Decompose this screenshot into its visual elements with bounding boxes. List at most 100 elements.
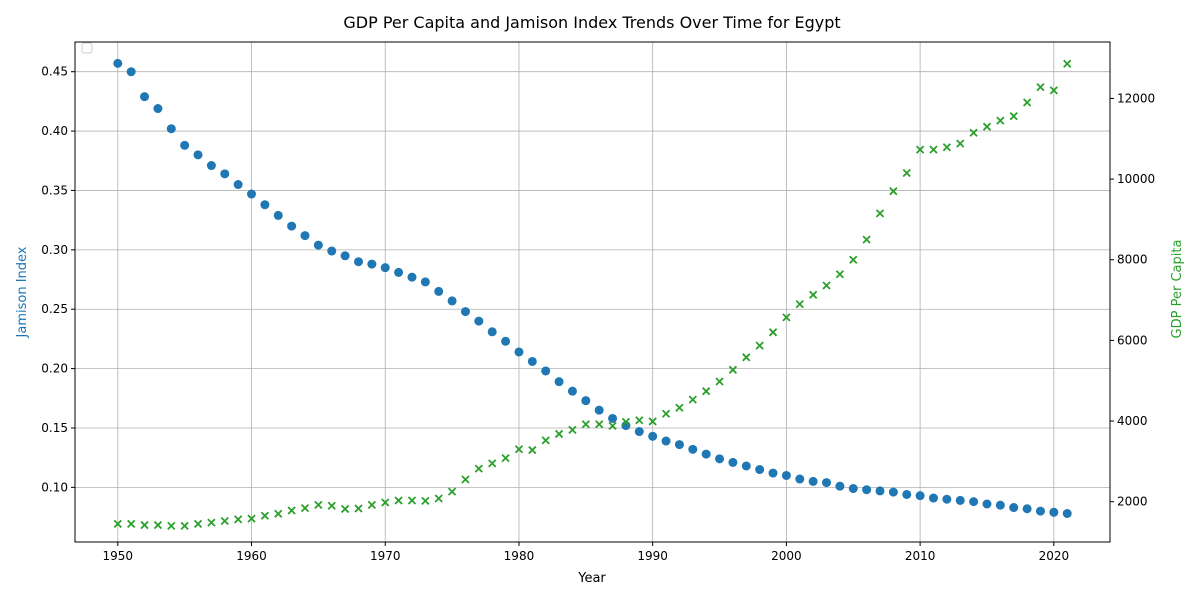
gdp-per-capita-point xyxy=(514,445,524,454)
jamison-index-point xyxy=(808,476,818,486)
right-y-tick-label: 10000 xyxy=(1117,172,1155,186)
x-tick-label: 1990 xyxy=(637,549,668,563)
gdp-per-capita-point xyxy=(755,341,764,350)
jamison-index-point xyxy=(1022,504,1032,514)
gdp-per-capita-point xyxy=(875,209,885,218)
gdp-per-capita-point xyxy=(648,417,657,426)
gdp-per-capita-point xyxy=(608,421,617,431)
gdp-per-capita-point xyxy=(1063,59,1072,68)
jamison-index-point xyxy=(942,494,952,504)
jamison-index-point xyxy=(447,296,457,306)
jamison-index-point xyxy=(380,263,390,273)
gdp-per-capita-point xyxy=(247,514,256,523)
left-y-tick-label: 0.10 xyxy=(41,480,68,494)
x-tick-label: 2020 xyxy=(1039,549,1070,563)
gdp-per-capita-point xyxy=(234,515,243,524)
grid xyxy=(75,42,1110,542)
jamison-index-point xyxy=(394,267,404,277)
gdp-per-capita-point xyxy=(300,503,310,513)
x-tick-label: 1980 xyxy=(504,549,535,563)
gdp-per-capita-point xyxy=(661,409,671,418)
jamison-index-point xyxy=(648,431,658,441)
jamison-index-point xyxy=(434,286,444,296)
jamison-index-point xyxy=(474,316,484,326)
jamison-index-point xyxy=(688,444,698,454)
gdp-per-capita-point xyxy=(193,519,203,528)
jamison-index-point xyxy=(1062,508,1072,518)
gdp-per-capita-point xyxy=(153,520,163,530)
jamison-index-point xyxy=(835,481,845,491)
jamison-index-point xyxy=(781,470,791,480)
gdp-per-capita-point xyxy=(942,143,951,152)
gdp-per-capita-point xyxy=(969,128,978,137)
gdp-per-capita-point xyxy=(354,504,363,513)
left-y-tick-label: 0.20 xyxy=(41,362,68,376)
jamison-index-point xyxy=(822,478,832,488)
gdp-per-capita-point xyxy=(287,506,296,515)
left-y-tick-label: 0.25 xyxy=(41,302,68,316)
gdp-per-capita-point xyxy=(809,290,818,299)
jamison-index-point xyxy=(768,468,778,478)
jamison-index-point xyxy=(487,327,497,337)
gdp-per-capita-point xyxy=(822,281,831,290)
x-tick-label: 1950 xyxy=(103,549,134,563)
x-tick-label: 1970 xyxy=(370,549,401,563)
jamison-index-point xyxy=(728,457,738,467)
x-tick-label: 2010 xyxy=(905,549,936,563)
jamison-index-point xyxy=(327,246,337,256)
jamison-index-point xyxy=(367,259,377,269)
jamison-index-point xyxy=(1035,506,1045,516)
gdp-per-capita-point xyxy=(956,139,965,148)
gdp-per-capita-point xyxy=(568,425,577,435)
gdp-per-capita-point xyxy=(635,416,644,425)
jamison-index-point xyxy=(1049,507,1059,517)
right-y-axis-label: GDP Per Capita xyxy=(1170,240,1185,339)
jamison-index-point xyxy=(541,366,551,376)
gdp-per-capita-point xyxy=(1022,98,1032,107)
jamison-index-point xyxy=(875,486,885,496)
gdp-per-capita-point xyxy=(996,116,1005,125)
gdp-per-capita-series xyxy=(113,59,1072,531)
gdp-per-capita-point xyxy=(474,464,483,473)
jamison-index-point xyxy=(233,180,243,190)
jamison-index-point xyxy=(527,356,537,366)
jamison-index-point xyxy=(1009,503,1019,513)
gdp-per-capita-point xyxy=(541,436,550,445)
gdp-per-capita-point xyxy=(434,494,443,503)
gdp-per-capita-point xyxy=(554,429,564,439)
x-tick-label: 2000 xyxy=(771,549,802,563)
right-y-tick-label: 12000 xyxy=(1117,91,1155,105)
jamison-index-point xyxy=(180,140,190,150)
jamison-index-point xyxy=(420,277,430,287)
jamison-index-point xyxy=(273,210,283,220)
gdp-per-capita-point xyxy=(314,500,323,510)
jamison-index-point xyxy=(594,405,604,415)
gdp-per-capita-point xyxy=(915,145,925,154)
jamison-index-point xyxy=(634,427,644,437)
gdp-per-capita-point xyxy=(742,353,751,362)
jamison-index-point xyxy=(581,396,591,406)
gdp-per-capita-point xyxy=(180,521,189,531)
jamison-index-point xyxy=(220,169,230,179)
jamison-index-point xyxy=(247,189,257,199)
left-y-axis-label: Jamison Index xyxy=(15,246,30,338)
gdp-per-capita-point xyxy=(581,420,590,429)
gdp-per-capita-point xyxy=(1009,112,1018,121)
gdp-per-capita-point xyxy=(595,420,604,429)
jamison-index-point xyxy=(755,465,765,475)
x-axis-label: Year xyxy=(577,571,606,586)
gdp-per-capita-point xyxy=(675,403,684,412)
jamison-index-point xyxy=(260,200,270,210)
gdp-per-capita-point xyxy=(340,504,350,514)
gdp-per-capita-point xyxy=(1036,83,1045,92)
jamison-index-point xyxy=(460,307,470,317)
jamison-index-point xyxy=(313,240,323,250)
plot-frame xyxy=(74,41,1111,543)
gdp-per-capita-point xyxy=(461,475,470,484)
right-y-tick-label: 4000 xyxy=(1117,414,1148,428)
x-tick-label: 1960 xyxy=(236,549,267,563)
jamison-index-point xyxy=(928,493,938,503)
gdp-per-capita-point xyxy=(1049,86,1058,95)
jamison-index-point xyxy=(353,257,363,267)
gdp-per-capita-point xyxy=(835,270,845,279)
